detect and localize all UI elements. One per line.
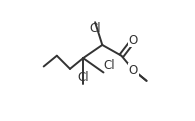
- Text: Cl: Cl: [104, 59, 115, 72]
- Text: Cl: Cl: [89, 22, 101, 35]
- Text: O: O: [129, 64, 138, 77]
- Text: Cl: Cl: [77, 71, 89, 84]
- Text: O: O: [129, 34, 138, 47]
